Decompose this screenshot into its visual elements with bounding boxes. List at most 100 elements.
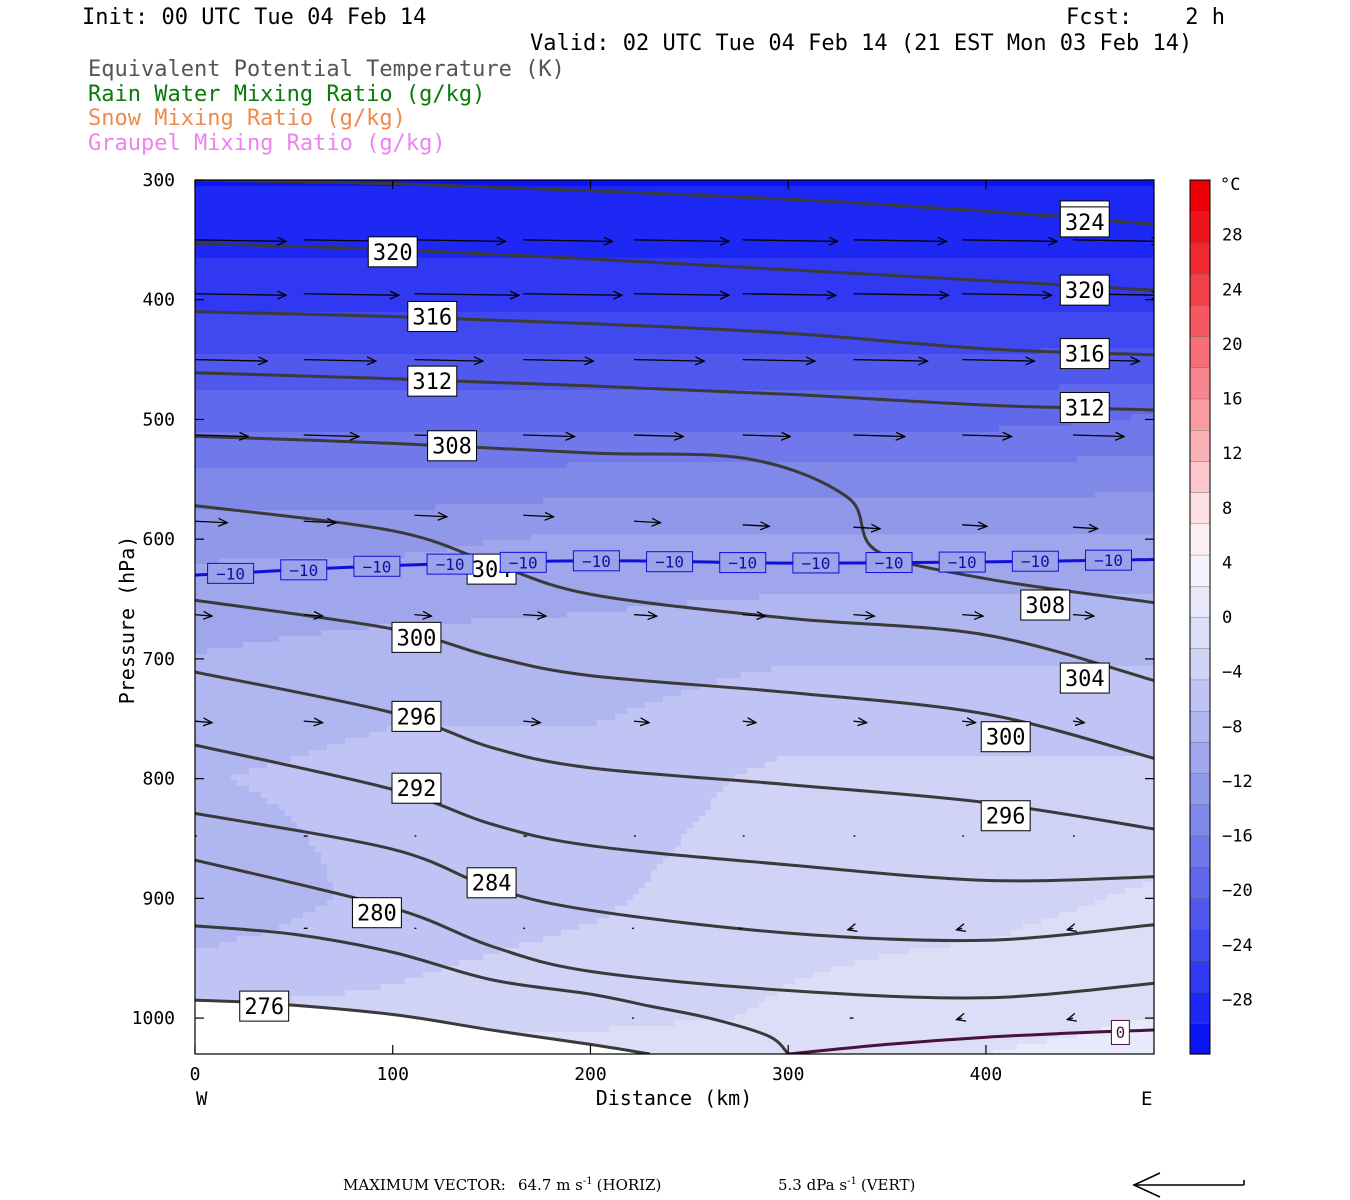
temperature-cell	[195, 246, 202, 253]
temperature-cell	[669, 270, 676, 277]
temperature-cell	[1035, 252, 1042, 259]
temperature-cell	[363, 216, 370, 223]
temperature-cell	[639, 342, 646, 349]
temperature-cell	[483, 336, 490, 343]
temperature-cell	[303, 330, 310, 337]
temperature-cell	[213, 252, 220, 259]
temperature-cell	[267, 360, 274, 367]
temperature-cell	[279, 198, 286, 205]
temperature-cell	[807, 288, 814, 295]
temperature-cell	[795, 336, 802, 343]
temperature-cell	[885, 192, 892, 199]
temperature-cell	[723, 306, 730, 313]
temperature-cell	[201, 276, 208, 283]
temperature-cell	[723, 198, 730, 205]
temperature-cell	[381, 228, 388, 235]
temperature-cell	[711, 270, 718, 277]
temperature-cell	[765, 240, 772, 247]
temperature-cell	[495, 270, 502, 277]
temperature-cell	[303, 282, 310, 289]
temperature-cell	[363, 270, 370, 277]
temperature-cell	[1053, 354, 1060, 361]
temperature-cell	[627, 246, 634, 253]
temperature-cell	[459, 198, 466, 205]
temperature-cell	[723, 312, 730, 319]
temperature-cell	[1131, 258, 1138, 265]
temperature-cell	[627, 318, 634, 325]
temperature-cell	[843, 234, 850, 241]
temperature-cell	[591, 288, 598, 295]
temperature-cell	[639, 300, 646, 307]
temperature-cell	[303, 306, 310, 313]
temperature-cell	[243, 234, 250, 241]
temperature-cell	[873, 312, 880, 319]
temperature-cell	[849, 192, 856, 199]
temperature-cell	[741, 258, 748, 265]
temperature-cell	[561, 204, 568, 211]
temperature-cell	[453, 264, 460, 271]
temperature-cell	[459, 330, 466, 337]
temperature-cell	[645, 306, 652, 313]
temperature-cell	[765, 270, 772, 277]
temperature-cell	[381, 186, 388, 193]
temperature-cell	[543, 324, 550, 331]
temperature-cell	[753, 180, 760, 187]
temperature-cell	[873, 228, 880, 235]
temperature-cell	[777, 204, 784, 211]
temperature-cell	[1035, 270, 1042, 277]
temperature-cell	[969, 216, 976, 223]
temperature-cell	[711, 348, 718, 355]
temperature-cell	[651, 282, 658, 289]
temperature-cell	[333, 234, 340, 241]
temperature-cell	[537, 222, 544, 229]
temperature-cell	[213, 324, 220, 331]
temperature-cell	[291, 288, 298, 295]
temperature-cell	[1035, 198, 1042, 205]
temperature-cell	[255, 288, 262, 295]
temperature-cell	[1125, 336, 1132, 343]
temperature-cell	[447, 234, 454, 241]
temperature-cell	[1089, 180, 1096, 187]
temperature-cell	[729, 198, 736, 205]
temperature-cell	[1005, 204, 1012, 211]
temperature-cell	[405, 360, 412, 367]
temperature-cell	[273, 354, 280, 361]
temperature-cell	[759, 228, 766, 235]
temperature-cell	[1125, 180, 1132, 187]
temperature-cell	[717, 204, 724, 211]
temperature-cell	[693, 210, 700, 217]
temperature-cell	[627, 210, 634, 217]
temperature-cell	[669, 180, 676, 187]
temperature-cell	[279, 324, 286, 331]
temperature-cell	[801, 336, 808, 343]
temperature-cell	[219, 204, 226, 211]
temperature-cell	[741, 360, 748, 367]
temperature-cell	[267, 270, 274, 277]
temperature-cell	[417, 186, 424, 193]
temperature-cell	[291, 348, 298, 355]
temperature-cell	[819, 192, 826, 199]
temperature-cell	[483, 264, 490, 271]
temperature-cell	[1041, 288, 1048, 295]
temperature-cell	[465, 198, 472, 205]
temperature-cell	[519, 270, 526, 277]
temperature-cell	[591, 306, 598, 313]
temperature-cell	[207, 210, 214, 217]
temperature-cell	[657, 210, 664, 217]
temperature-cell	[633, 300, 640, 307]
temperature-cell	[1089, 240, 1096, 247]
temperature-cell	[531, 192, 538, 199]
temperature-cell	[237, 186, 244, 193]
temperature-cell	[867, 312, 874, 319]
temperature-cell	[237, 366, 244, 373]
temperature-cell	[867, 228, 874, 235]
temperature-cell	[753, 222, 760, 229]
temperature-cell	[819, 306, 826, 313]
temperature-cell	[963, 282, 970, 289]
temperature-cell	[465, 270, 472, 277]
temperature-cell	[921, 282, 928, 289]
temperature-cell	[531, 180, 538, 187]
temperature-cell	[939, 354, 946, 361]
temperature-cell	[495, 222, 502, 229]
temperature-cell	[531, 294, 538, 301]
